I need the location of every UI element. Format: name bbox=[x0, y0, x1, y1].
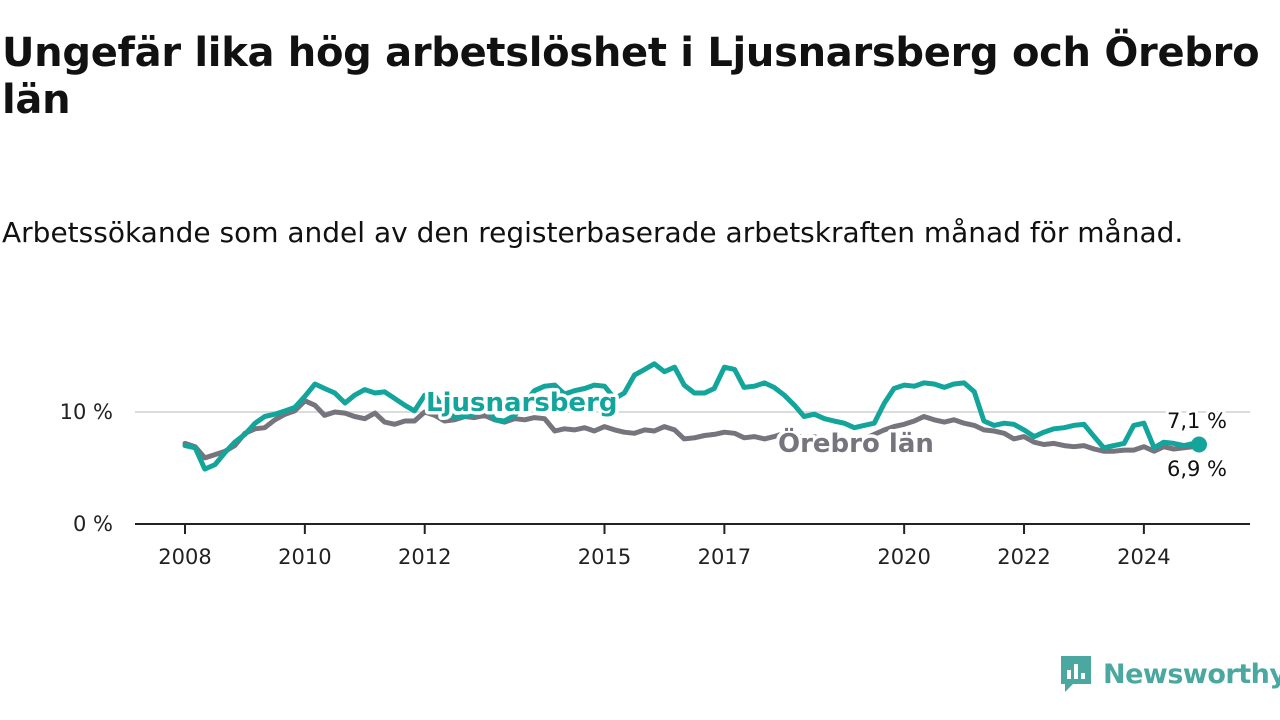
chart-subtitle: Arbetssökande som andel av den registerb… bbox=[2, 216, 1184, 249]
y-tick-label: 0 % bbox=[73, 512, 113, 536]
label-layer: Ljusnarsberg Örebro län 7,1 % 6,9 % bbox=[423, 385, 1231, 485]
series-line-orebro bbox=[182, 398, 1202, 461]
newsworthy-chart-icon bbox=[1061, 656, 1091, 692]
series-endpoint-ljusnarsberg bbox=[1191, 436, 1208, 453]
x-tick-label: 2008 bbox=[158, 545, 211, 569]
series-line-ljusnarsberg bbox=[182, 361, 1202, 472]
x-tick-label: 2020 bbox=[877, 545, 930, 569]
end-label-orebro: 6,9 % bbox=[1167, 457, 1227, 481]
series-layer bbox=[182, 361, 1208, 472]
chart-title: Ungefär lika hög arbetslöshet i Ljusnars… bbox=[2, 30, 1260, 123]
brand-name: Newsworthy bbox=[1103, 658, 1280, 690]
end-label-ljusnarsberg: 7,1 % bbox=[1167, 409, 1227, 433]
x-tick-label: 2024 bbox=[1117, 545, 1170, 569]
x-tick-label: 2010 bbox=[278, 545, 331, 569]
series-label-orebro: Örebro län bbox=[778, 426, 934, 459]
y-tick-label: 10 % bbox=[60, 400, 113, 424]
x-tick-label: 2012 bbox=[398, 545, 451, 569]
x-tick-label: 2022 bbox=[997, 545, 1050, 569]
axis-layer: 0 % 10 % 2008 2010 2012 2015 2017 2020 2022 2024 bbox=[60, 400, 1250, 569]
x-tick-label: 2015 bbox=[578, 545, 631, 569]
x-tick-label: 2017 bbox=[698, 545, 751, 569]
series-label-ljusnarsberg: Ljusnarsberg bbox=[426, 388, 618, 418]
newsworthy-brand: Newsworthy bbox=[1059, 654, 1280, 694]
